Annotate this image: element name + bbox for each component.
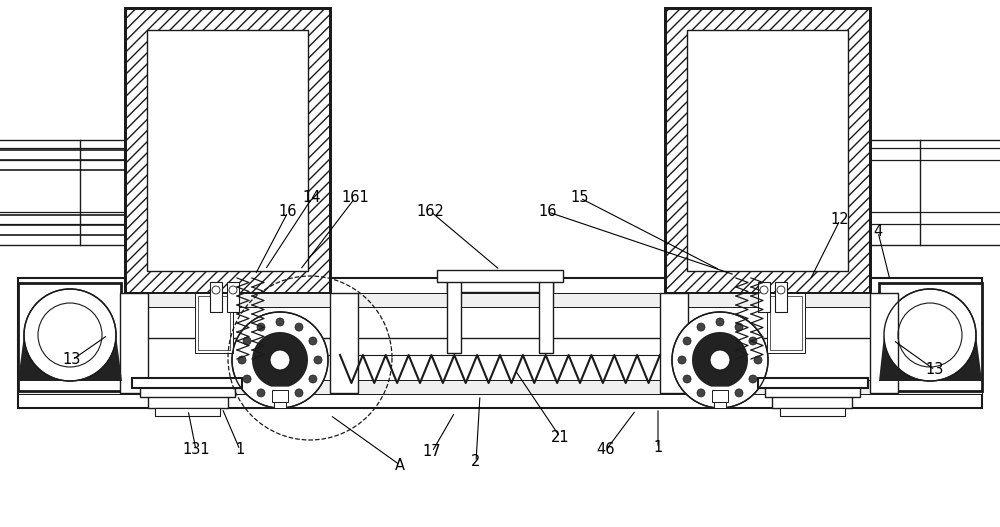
Polygon shape (252, 332, 308, 387)
Bar (714, 402, 726, 408)
Bar (767, 293, 805, 353)
Bar (120, 293, 148, 393)
Bar (437, 270, 563, 282)
Text: 16: 16 (539, 204, 557, 220)
Polygon shape (18, 335, 122, 381)
Text: 13: 13 (63, 353, 81, 367)
Bar (687, 30, 848, 271)
Bar (330, 293, 358, 393)
Circle shape (760, 286, 768, 294)
Bar (447, 278, 553, 292)
Bar (879, 283, 982, 391)
Bar (274, 402, 286, 408)
Bar (125, 8, 330, 293)
Bar (758, 282, 770, 312)
Circle shape (309, 337, 317, 345)
Circle shape (735, 323, 743, 331)
Circle shape (683, 337, 691, 345)
Circle shape (777, 286, 785, 294)
Bar (770, 296, 802, 350)
Circle shape (295, 323, 303, 331)
Bar (660, 293, 688, 393)
Text: A: A (395, 457, 405, 473)
Circle shape (276, 318, 284, 326)
Bar (870, 293, 898, 393)
Bar (18, 283, 121, 391)
Circle shape (710, 350, 730, 370)
Bar (780, 408, 845, 416)
Text: 12: 12 (831, 212, 849, 228)
Text: 2: 2 (471, 454, 481, 470)
Text: 21: 21 (551, 430, 569, 444)
Circle shape (672, 312, 768, 408)
Text: 161: 161 (341, 190, 369, 206)
Bar (210, 282, 222, 312)
Bar (665, 8, 870, 293)
Bar (18, 278, 982, 408)
Circle shape (735, 389, 743, 397)
Bar (758, 378, 868, 388)
Circle shape (309, 375, 317, 383)
Circle shape (678, 356, 686, 364)
Bar (227, 282, 239, 312)
Text: 13: 13 (926, 363, 944, 377)
Bar (155, 408, 220, 416)
Circle shape (238, 356, 246, 364)
Circle shape (243, 375, 251, 383)
Circle shape (232, 312, 328, 408)
Circle shape (295, 389, 303, 397)
Circle shape (884, 289, 976, 381)
Bar (539, 278, 553, 353)
Bar (665, 8, 870, 293)
Circle shape (276, 394, 284, 402)
Circle shape (243, 337, 251, 345)
Circle shape (683, 375, 691, 383)
Circle shape (754, 356, 762, 364)
Bar (18, 380, 982, 394)
Circle shape (270, 350, 290, 370)
Text: 14: 14 (303, 190, 321, 206)
Bar (140, 385, 235, 397)
Text: 16: 16 (279, 204, 297, 220)
Text: 15: 15 (571, 190, 589, 206)
Circle shape (697, 389, 705, 397)
Text: 17: 17 (423, 444, 441, 460)
Text: 162: 162 (416, 203, 444, 219)
Bar (18, 293, 982, 307)
Bar (132, 378, 242, 388)
Circle shape (716, 318, 724, 326)
Circle shape (314, 356, 322, 364)
Polygon shape (879, 335, 982, 381)
Polygon shape (692, 332, 748, 387)
Bar (447, 278, 461, 353)
Bar (272, 390, 288, 402)
Text: 46: 46 (597, 443, 615, 457)
Circle shape (229, 286, 237, 294)
Bar (195, 293, 233, 353)
Bar (765, 385, 860, 397)
Bar (148, 393, 228, 408)
Circle shape (749, 375, 757, 383)
Circle shape (212, 286, 220, 294)
Text: 1: 1 (653, 441, 663, 455)
Bar (712, 390, 728, 402)
Text: 1: 1 (235, 443, 245, 457)
Circle shape (257, 323, 265, 331)
Circle shape (697, 323, 705, 331)
Circle shape (257, 389, 265, 397)
Text: 4: 4 (873, 225, 883, 239)
Bar (775, 282, 787, 312)
Circle shape (24, 289, 116, 381)
Circle shape (749, 337, 757, 345)
Circle shape (716, 394, 724, 402)
Bar (147, 30, 308, 271)
Bar (772, 393, 852, 408)
Bar (125, 8, 330, 293)
Text: 131: 131 (182, 443, 210, 457)
Bar (198, 296, 230, 350)
